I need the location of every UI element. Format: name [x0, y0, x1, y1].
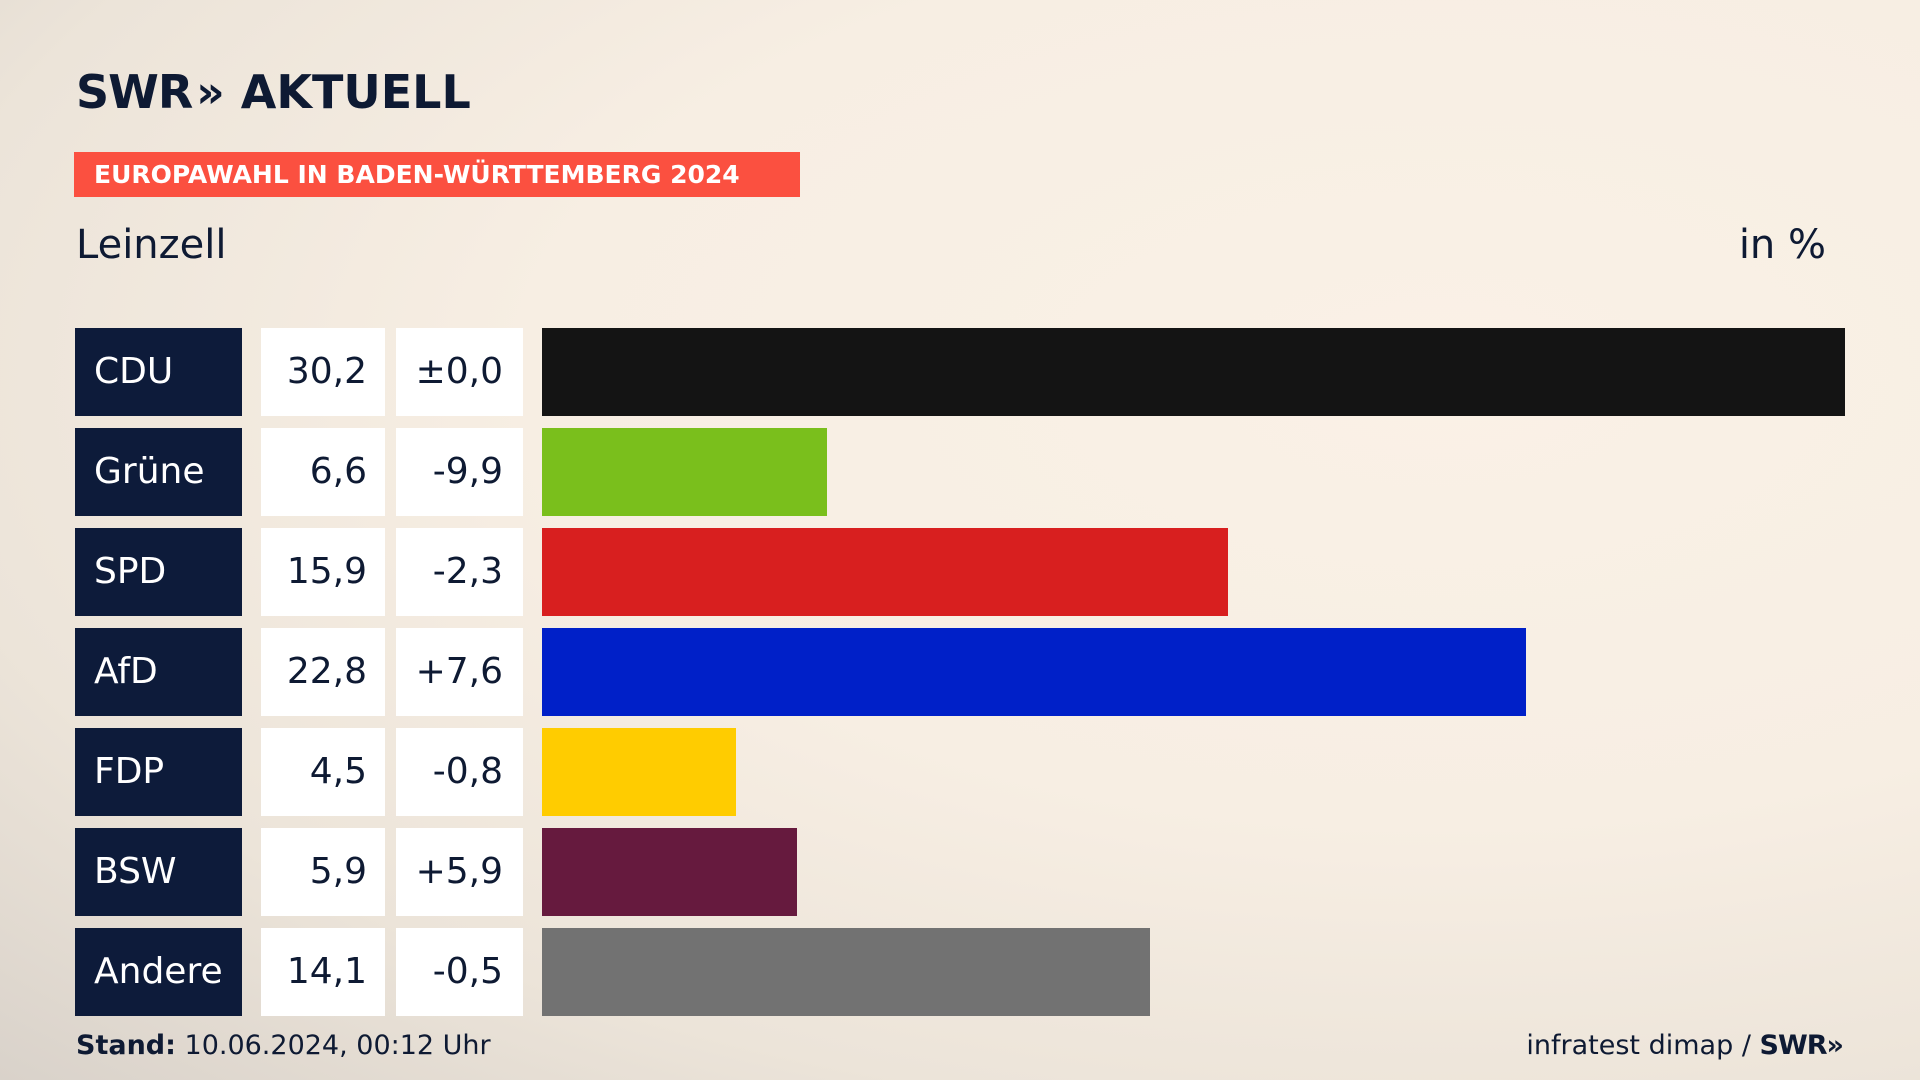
- vote-share-bar: [542, 828, 797, 916]
- timestamp: Stand: 10.06.2024, 00:12 Uhr: [76, 1030, 491, 1061]
- logo-program: AKTUELL: [240, 65, 471, 119]
- vote-share-bar: [542, 728, 737, 816]
- election-banner: EUROPAWAHL IN BADEN-WÜRTTEMBERG 2024: [74, 152, 800, 197]
- vote-change-value: ±0,0: [396, 328, 523, 416]
- logo-chevrons: »: [196, 66, 225, 118]
- vote-share-value: 14,1: [261, 928, 385, 1016]
- source-credit: infratest dimap / SWR»: [1526, 1030, 1844, 1061]
- logo-brand: SWR: [76, 65, 193, 119]
- stand-label: Stand:: [76, 1030, 176, 1061]
- party-label: Grüne: [75, 428, 242, 516]
- vote-share-value: 6,6: [261, 428, 385, 516]
- place-title: Leinzell: [76, 222, 227, 268]
- vote-share-value: 15,9: [261, 528, 385, 616]
- vote-change-value: +5,9: [396, 828, 523, 916]
- party-label: Andere: [75, 928, 242, 1016]
- source-brand: SWR: [1759, 1030, 1828, 1061]
- vote-share-bar: [542, 928, 1151, 1016]
- source-text: infratest dimap /: [1526, 1030, 1751, 1061]
- vote-share-value: 5,9: [261, 828, 385, 916]
- party-label: AfD: [75, 628, 242, 716]
- party-label: BSW: [75, 828, 242, 916]
- vote-share-value: 4,5: [261, 728, 385, 816]
- vote-change-value: -9,9: [396, 428, 523, 516]
- party-label: CDU: [75, 328, 242, 416]
- stand-value: 10.06.2024, 00:12 Uhr: [184, 1030, 491, 1061]
- unit-label: in %: [1738, 222, 1826, 268]
- vote-share-bar: [542, 328, 1845, 416]
- vote-change-value: -0,8: [396, 728, 523, 816]
- vote-change-value: +7,6: [396, 628, 523, 716]
- vote-share-bar: [542, 428, 827, 516]
- party-label: FDP: [75, 728, 242, 816]
- source-chevrons: »: [1826, 1030, 1844, 1061]
- party-label: SPD: [75, 528, 242, 616]
- vote-change-value: -2,3: [396, 528, 523, 616]
- vote-share-value: 22,8: [261, 628, 385, 716]
- vote-share-bar: [542, 528, 1229, 616]
- vote-share-value: 30,2: [261, 328, 385, 416]
- swr-aktuell-logo: SWR » AKTUELL: [76, 65, 471, 119]
- vote-change-value: -0,5: [396, 928, 523, 1016]
- vote-share-bar: [542, 628, 1526, 716]
